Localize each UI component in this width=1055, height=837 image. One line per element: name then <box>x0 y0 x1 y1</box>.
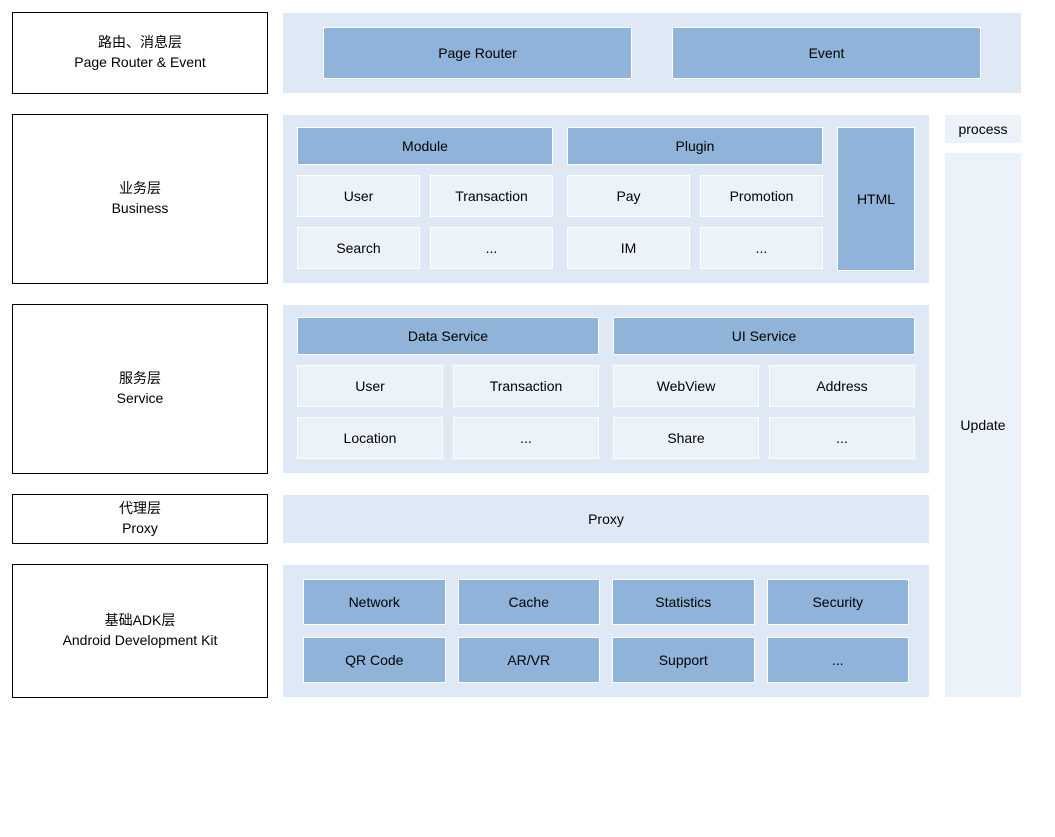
business-group: Plugin PayPromotionIM... <box>567 127 823 271</box>
proxy-text: Proxy <box>588 511 624 527</box>
service-group: Data Service UserTransactionLocation... <box>297 317 599 461</box>
side-stack: process Update <box>944 114 1022 698</box>
layer-label-en: Android Development Kit <box>63 631 218 651</box>
row-proxy: 代理层ProxyProxy <box>12 494 930 544</box>
layer-label-en: Proxy <box>122 519 158 539</box>
layer-label: 代理层Proxy <box>12 494 268 544</box>
router-item: Page Router <box>323 27 632 79</box>
group-cell: ... <box>430 227 553 269</box>
layer-label-cn: 业务层 <box>119 179 161 199</box>
layer-label-en: Business <box>112 199 169 219</box>
layer-label: 基础ADK层Android Development Kit <box>12 564 268 698</box>
service-panel: Data ServiceUserTransactionLocation...UI… <box>282 304 930 474</box>
group-title: UI Service <box>613 317 915 355</box>
group-grid: UserTransactionSearch... <box>297 175 553 269</box>
group-cell: Address <box>769 365 915 407</box>
group-grid: UserTransactionLocation... <box>297 365 599 459</box>
adk-cell: AR/VR <box>458 637 601 683</box>
adk-cell: Support <box>612 637 755 683</box>
group-title: Plugin <box>567 127 823 165</box>
group-cell: ... <box>453 417 599 459</box>
adk-grid: Network CacheStatistics Security QR Code AR/… <box>303 579 909 683</box>
layer-label-en: Service <box>117 389 164 409</box>
group-cell: ... <box>769 417 915 459</box>
group-cell: User <box>297 365 443 407</box>
layer-label-cn: 服务层 <box>119 369 161 389</box>
process-strip: process <box>944 114 1022 144</box>
adk-cell: Security <box>767 579 910 625</box>
group-cell: Transaction <box>453 365 599 407</box>
html-block: HTML <box>837 127 915 271</box>
layer-label: 路由、消息层Page Router & Event <box>12 12 268 94</box>
layer-label-cn: 路由、消息层 <box>98 33 182 53</box>
adk-cell: Network <box>303 579 446 625</box>
layer-label-cn: 基础ADK层 <box>105 611 176 631</box>
group-grid: PayPromotionIM... <box>567 175 823 269</box>
business-panel: Module UserTransactionSearch... Plugin PayP… <box>282 114 930 284</box>
layer-label-en: Page Router & Event <box>74 53 206 73</box>
group-cell: Share <box>613 417 759 459</box>
update-strip: Update <box>944 152 1022 698</box>
lower-wrap: 业务层BusinessModuleUserTransactionSearch..… <box>12 114 1043 698</box>
row-service: 服务层Service Data Service UserTransactionLoc… <box>12 304 930 474</box>
group-cell: Search <box>297 227 420 269</box>
adk-cell: Statistics <box>612 579 755 625</box>
group-cell: IM <box>567 227 690 269</box>
router-item: Event <box>672 27 981 79</box>
group-grid: WebViewAddressShare... <box>613 365 915 459</box>
adk-cell: Cache <box>458 579 601 625</box>
group-cell: ... <box>700 227 823 269</box>
adk-cell: QR Code <box>303 637 446 683</box>
layer-label-cn: 代理层 <box>119 499 161 519</box>
adk-cell: ... <box>767 637 910 683</box>
group-cell: Pay <box>567 175 690 217</box>
group-cell: Promotion <box>700 175 823 217</box>
service-group: UI Service WebViewAddressShare... <box>613 317 915 461</box>
group-cell: Location <box>297 417 443 459</box>
business-group: Module UserTransactionSearch... <box>297 127 553 271</box>
group-cell: WebView <box>613 365 759 407</box>
router-panel: Page Router Event <box>282 12 1022 94</box>
layer-label: 服务层Service <box>12 304 268 474</box>
layer-label: 业务层Business <box>12 114 268 284</box>
adk-panel: Network CacheStatistics Security QR Code AR/… <box>282 564 930 698</box>
proxy-panel: Proxy <box>282 494 930 544</box>
left-stack: 业务层BusinessModuleUserTransactionSearch..… <box>12 114 930 698</box>
group-cell: Transaction <box>430 175 553 217</box>
group-title: Module <box>297 127 553 165</box>
group-title: Data Service <box>297 317 599 355</box>
row-adk: 基础ADK层Android Development Kit Network Cach… <box>12 564 930 698</box>
row-router: 路由、消息层Page Router & Event Page Router Even… <box>12 12 1043 94</box>
group-cell: User <box>297 175 420 217</box>
row-business: 业务层Business Module UserTransactionSearch..… <box>12 114 930 284</box>
